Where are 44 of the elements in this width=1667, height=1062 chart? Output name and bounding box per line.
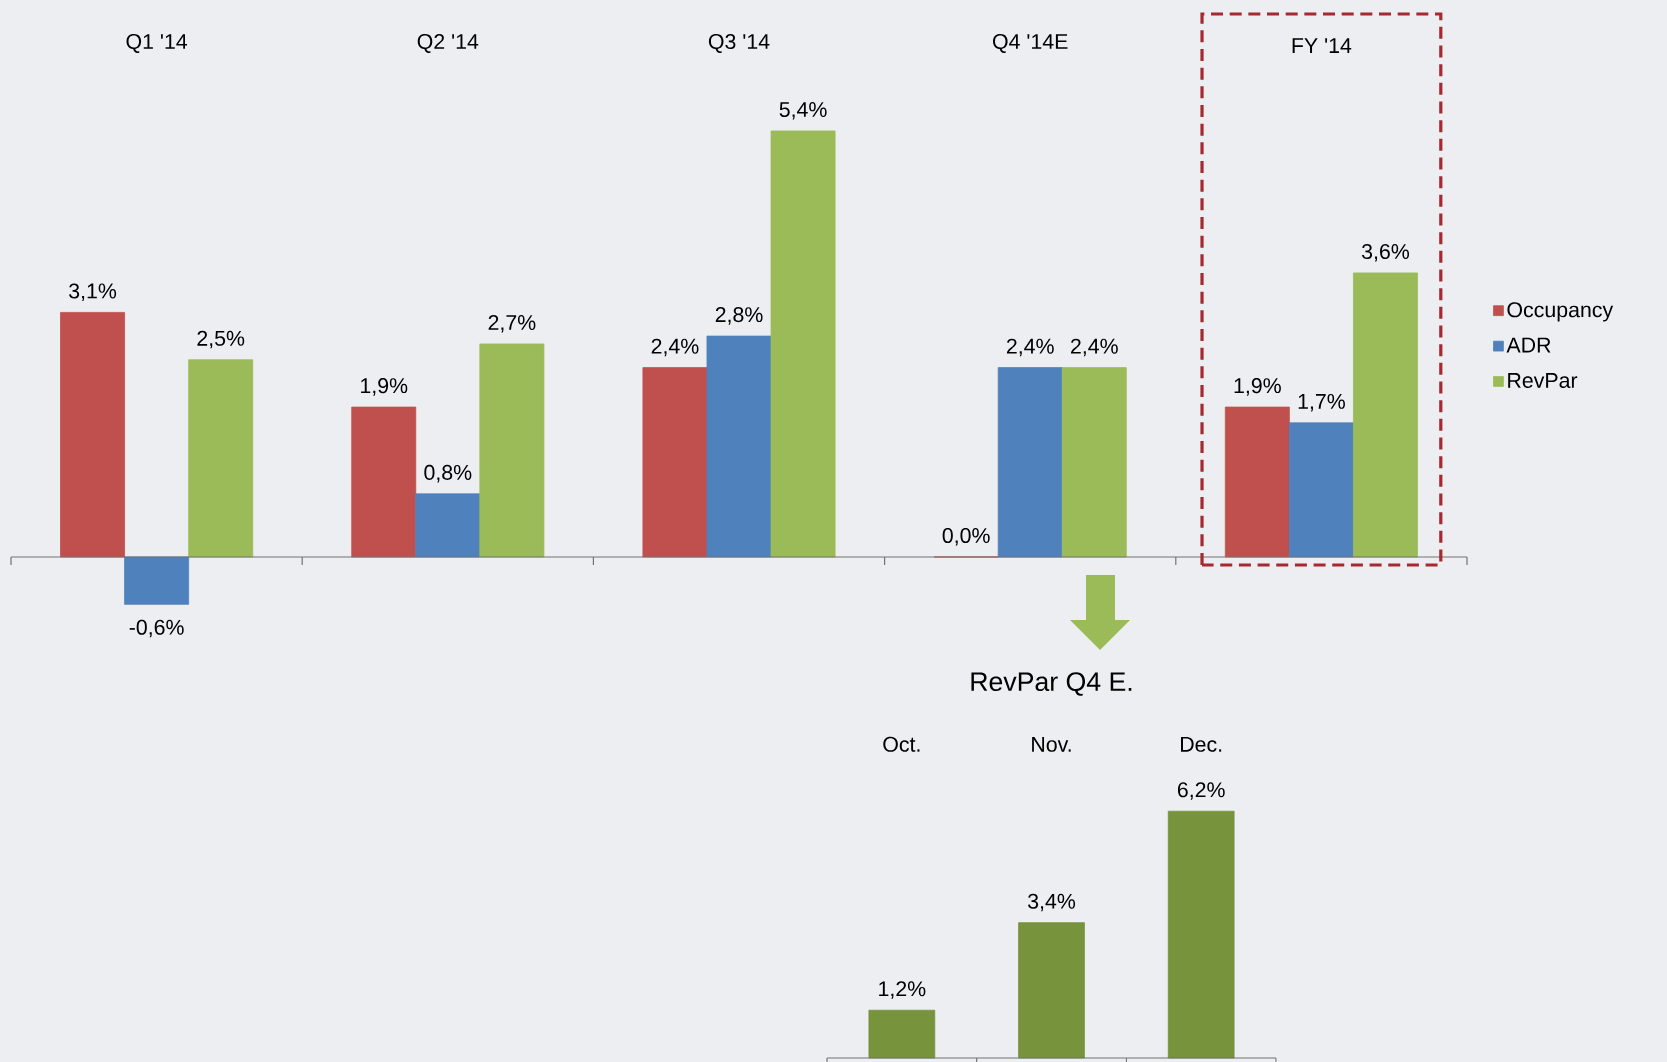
data-label: 2,4% <box>1071 338 1118 357</box>
data-label: 2,4% <box>1006 338 1054 357</box>
bar <box>1353 272 1418 558</box>
data-label: 5,4% <box>779 102 827 120</box>
bar <box>60 311 125 558</box>
x-tick-label: Nov. <box>1032 736 1071 752</box>
x-tick-label: Oct. <box>883 736 920 752</box>
bar <box>188 359 254 558</box>
bar <box>124 556 190 605</box>
bar <box>1288 422 1354 558</box>
bar <box>351 406 417 558</box>
data-label: 0,0% <box>942 527 990 546</box>
x-tick-label: FY '14 <box>1292 38 1352 53</box>
x-tick-label: Q4 '14E <box>993 33 1068 53</box>
data-label: -0,6% <box>129 619 184 638</box>
data-label: 2,8% <box>715 307 763 325</box>
bar <box>479 343 545 558</box>
bar <box>706 335 772 558</box>
data-label: 1,7% <box>1298 393 1345 412</box>
data-label: 3,6% <box>1361 243 1410 262</box>
legend-label: ADR <box>1506 337 1551 353</box>
x-tick-label: Q3 '14 <box>708 33 770 53</box>
bar <box>997 367 1063 558</box>
legend-label: RevPar <box>1508 373 1578 389</box>
data-label: 3,4% <box>1028 893 1076 912</box>
x-tick-label: Q2 '14 <box>417 33 479 53</box>
bar <box>1224 406 1290 558</box>
data-label: 1,9% <box>1234 378 1281 396</box>
data-label: 3,1% <box>69 283 117 301</box>
data-label: 6,2% <box>1177 782 1225 800</box>
data-label: 2,7% <box>488 314 536 333</box>
x-tick-label: Q1 '14 <box>126 33 188 53</box>
data-label: 2,4% <box>651 338 699 357</box>
data-label: 2,5% <box>197 330 245 349</box>
data-label: 1,2% <box>879 981 926 999</box>
bar <box>770 130 836 558</box>
data-label: 0,8% <box>424 464 472 483</box>
legend-label: Occupancy <box>1507 302 1614 322</box>
bar <box>415 493 481 558</box>
data-label: 1,9% <box>361 378 408 396</box>
chart-title: RevPar Q4 E. <box>971 672 1132 696</box>
bar <box>642 367 708 558</box>
x-tick-label: Dec. <box>1181 736 1222 752</box>
bar <box>1061 367 1127 558</box>
